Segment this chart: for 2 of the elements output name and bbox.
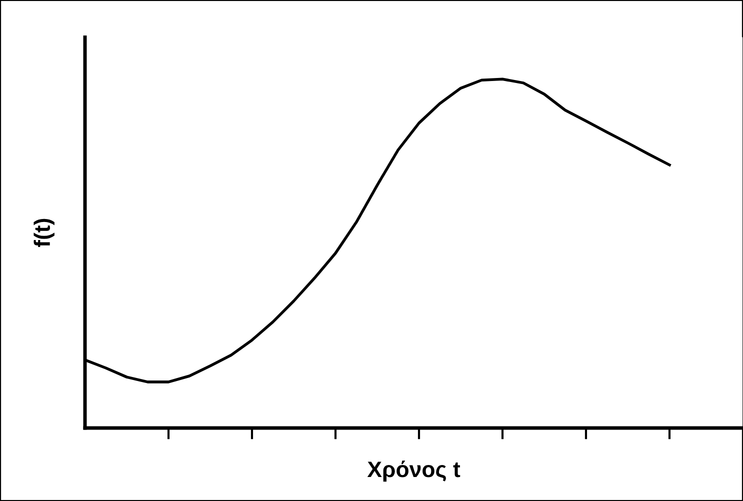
x-axis-title: Χρόνος t: [367, 460, 460, 482]
y-axis-title: f(t): [34, 218, 54, 248]
